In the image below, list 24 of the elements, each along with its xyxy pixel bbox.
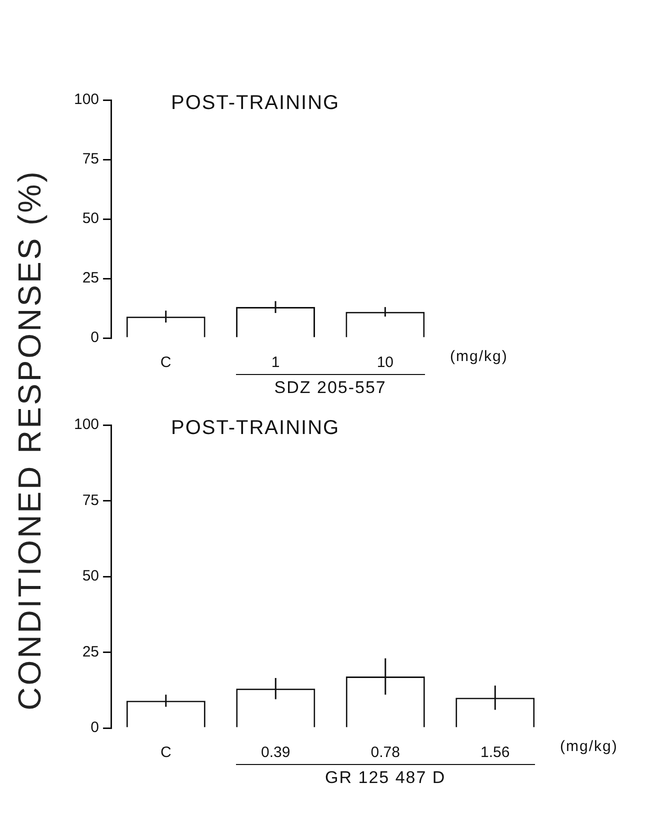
chart-title: POST-TRAINING xyxy=(171,92,340,115)
x-tick-label: C xyxy=(160,354,172,372)
x-tick-label: 1.56 xyxy=(480,744,510,762)
y-tick-label: 100 xyxy=(74,416,100,434)
y-tick-label: 75 xyxy=(82,492,100,509)
text: SDZ 205-557 xyxy=(274,378,386,398)
text: (mg/kg) xyxy=(450,348,508,365)
x-tick-label: 0.78 xyxy=(370,744,400,762)
y-tick-label: 0 xyxy=(90,329,100,346)
x-tick-label: 1 xyxy=(271,354,280,372)
y-tick-label: 75 xyxy=(82,150,100,168)
x-tick-label: C xyxy=(160,744,172,762)
y-tick-label: 50 xyxy=(82,210,100,228)
chart-title: POST-TRAINING xyxy=(171,417,340,440)
y-tick-label: 25 xyxy=(82,270,100,287)
text: (mg/kg) xyxy=(560,738,618,755)
y-tick-label: 100 xyxy=(74,91,100,108)
x-tick-label: 0.39 xyxy=(261,744,290,762)
text: GR 125 487 D xyxy=(325,768,446,788)
y-axis-title: CONDITIONED RESPONSES (%) xyxy=(12,170,48,710)
y-tick-label: 50 xyxy=(82,568,100,585)
x-tick-label: 10 xyxy=(376,354,394,372)
y-tick-label: 25 xyxy=(82,643,100,660)
y-tick-label: 0 xyxy=(90,719,100,736)
